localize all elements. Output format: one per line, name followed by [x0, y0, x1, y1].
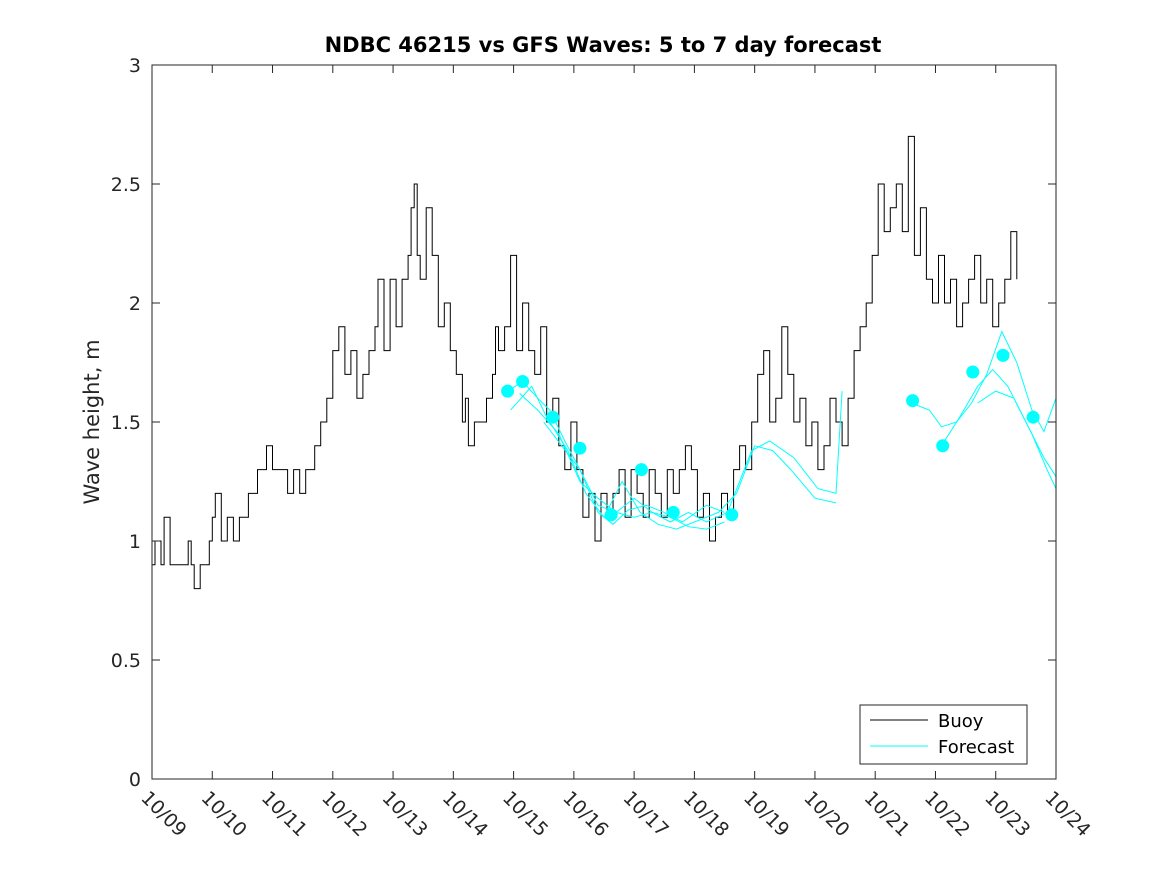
forecast-marker [1026, 410, 1040, 424]
forecast-line [941, 368, 1057, 477]
buoy-line [152, 135, 1018, 590]
forecast-marker [906, 394, 920, 408]
forecast-marker [546, 410, 560, 424]
y-tick-label: 2 [129, 293, 141, 315]
forecast-marker [634, 463, 648, 477]
legend: Buoy Forecast [859, 704, 1028, 765]
plot-area [152, 65, 1056, 779]
forecast-line [519, 391, 843, 523]
y-tick-label: 0.5 [111, 650, 141, 672]
forecast-marker [725, 508, 739, 522]
legend-box [859, 704, 1028, 765]
forecast-line [510, 385, 837, 530]
forecast-marker [604, 508, 618, 522]
y-tick-label: 1.5 [111, 412, 141, 434]
legend-label-buoy: Buoy [938, 711, 984, 732]
forecast-line [977, 390, 1057, 489]
forecast-marker [573, 441, 587, 455]
forecast-marker [666, 505, 680, 519]
y-axis-label: Wave height, m [80, 339, 104, 504]
y-tick-label: 0 [129, 769, 141, 791]
forecast-line [507, 380, 725, 525]
forecast-marker [996, 348, 1010, 362]
forecast-marker [966, 365, 980, 379]
forecast-marker [516, 375, 530, 388]
forecast-line [543, 421, 725, 530]
legend-label-forecast: Forecast [938, 737, 1014, 758]
forecast-marker [501, 384, 515, 398]
y-tick-label: 3 [129, 55, 141, 77]
forecast-marker [936, 439, 950, 453]
y-tick-label: 1 [129, 531, 141, 553]
chart-title: NDBC 46215 vs GFS Waves: 5 to 7 day fore… [325, 33, 882, 57]
y-tick-label: 2.5 [111, 174, 141, 196]
series-layer [152, 135, 1057, 590]
